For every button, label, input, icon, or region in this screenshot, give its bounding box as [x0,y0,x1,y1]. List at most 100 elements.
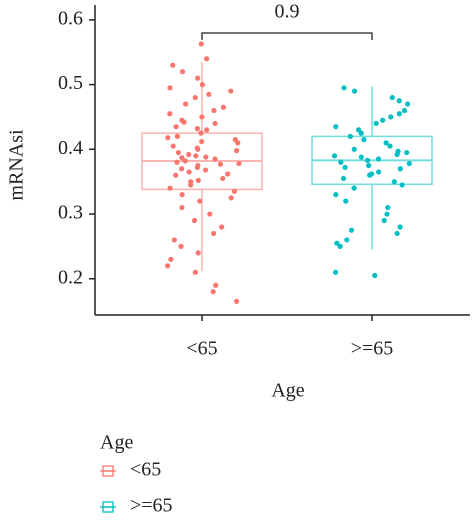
data-point [192,94,198,101]
legend-label: <65 [130,459,161,481]
data-point [399,182,405,188]
significance-bracket [201,32,373,40]
data-point [220,104,226,110]
data-point [188,182,194,188]
data-point [334,240,340,246]
data-point [358,154,364,160]
data-point [195,75,201,81]
data-point [173,124,179,130]
data-point [179,192,185,198]
data-point [165,135,171,141]
data-point [337,243,343,249]
data-point [170,62,176,68]
data-point [167,85,173,91]
data-point [351,88,358,94]
data-point [348,227,355,233]
data-point [186,169,192,175]
x-tick-label: <65 [186,338,217,360]
data-point [404,101,411,107]
data-point [192,269,198,275]
data-point [199,114,205,120]
data-point [394,230,400,237]
data-point [401,107,408,114]
data-point [396,111,402,117]
data-point [174,159,180,165]
data-point [343,198,349,204]
data-point [210,289,216,295]
data-point [380,117,386,123]
data-point [175,149,181,156]
data-point [381,217,387,224]
data-point [228,88,234,94]
data-point [338,159,344,165]
data-point [341,85,347,91]
data-point [217,161,224,167]
data-point [193,153,199,159]
data-point [231,188,237,194]
data-point [206,91,212,97]
data-point [186,151,192,158]
data-point [181,119,187,125]
y-tick-label: 0.4 [58,137,83,159]
data-point [225,171,231,177]
data-point [397,166,403,172]
data-point [391,179,397,185]
data-point [183,101,189,107]
y-tick-label: 0.6 [58,7,83,29]
data-point [213,282,219,288]
data-point [383,140,389,146]
data-point [351,146,357,152]
data-point [202,167,209,173]
data-point [406,160,412,167]
data-point [384,211,390,217]
data-point [178,243,184,249]
data-point [361,137,367,143]
data-point [235,140,241,146]
data-point [333,124,339,130]
data-point [236,160,242,167]
data-point [331,153,338,159]
data-point [397,224,403,230]
y-tick-label: 0.3 [58,202,83,224]
data-point [332,269,339,275]
data-point [364,157,371,163]
data-point [342,164,348,171]
data-point [194,145,200,151]
y-tick-label: 0.2 [58,266,83,288]
data-point [385,204,391,211]
data-point [347,133,353,139]
data-point [212,120,218,127]
data-point [198,41,204,47]
data-point [179,204,185,211]
data-point [199,82,206,88]
data-point [204,56,210,62]
data-point [171,237,177,243]
data-point [376,169,382,175]
data-point [194,126,200,132]
data-point [358,130,364,136]
data-point [195,177,201,183]
y-tick-label: 0.5 [58,72,83,94]
data-point [199,138,205,145]
data-point [351,185,357,191]
data-point [404,149,410,156]
data-point [211,230,217,237]
data-point [340,175,347,182]
data-point [219,224,225,230]
data-point [174,133,180,139]
data-point [168,256,174,262]
data-point [228,195,234,201]
data-point [167,185,173,191]
data-point [389,94,395,101]
data-point [198,130,204,136]
data-point [212,156,218,162]
legend-label: >=65 [130,495,173,517]
data-point [333,192,339,198]
legend-title: Age [100,432,133,454]
data-point [207,211,213,217]
data-point [373,120,379,127]
data-point [167,111,173,117]
data-point [195,250,201,256]
data-point [165,263,171,269]
